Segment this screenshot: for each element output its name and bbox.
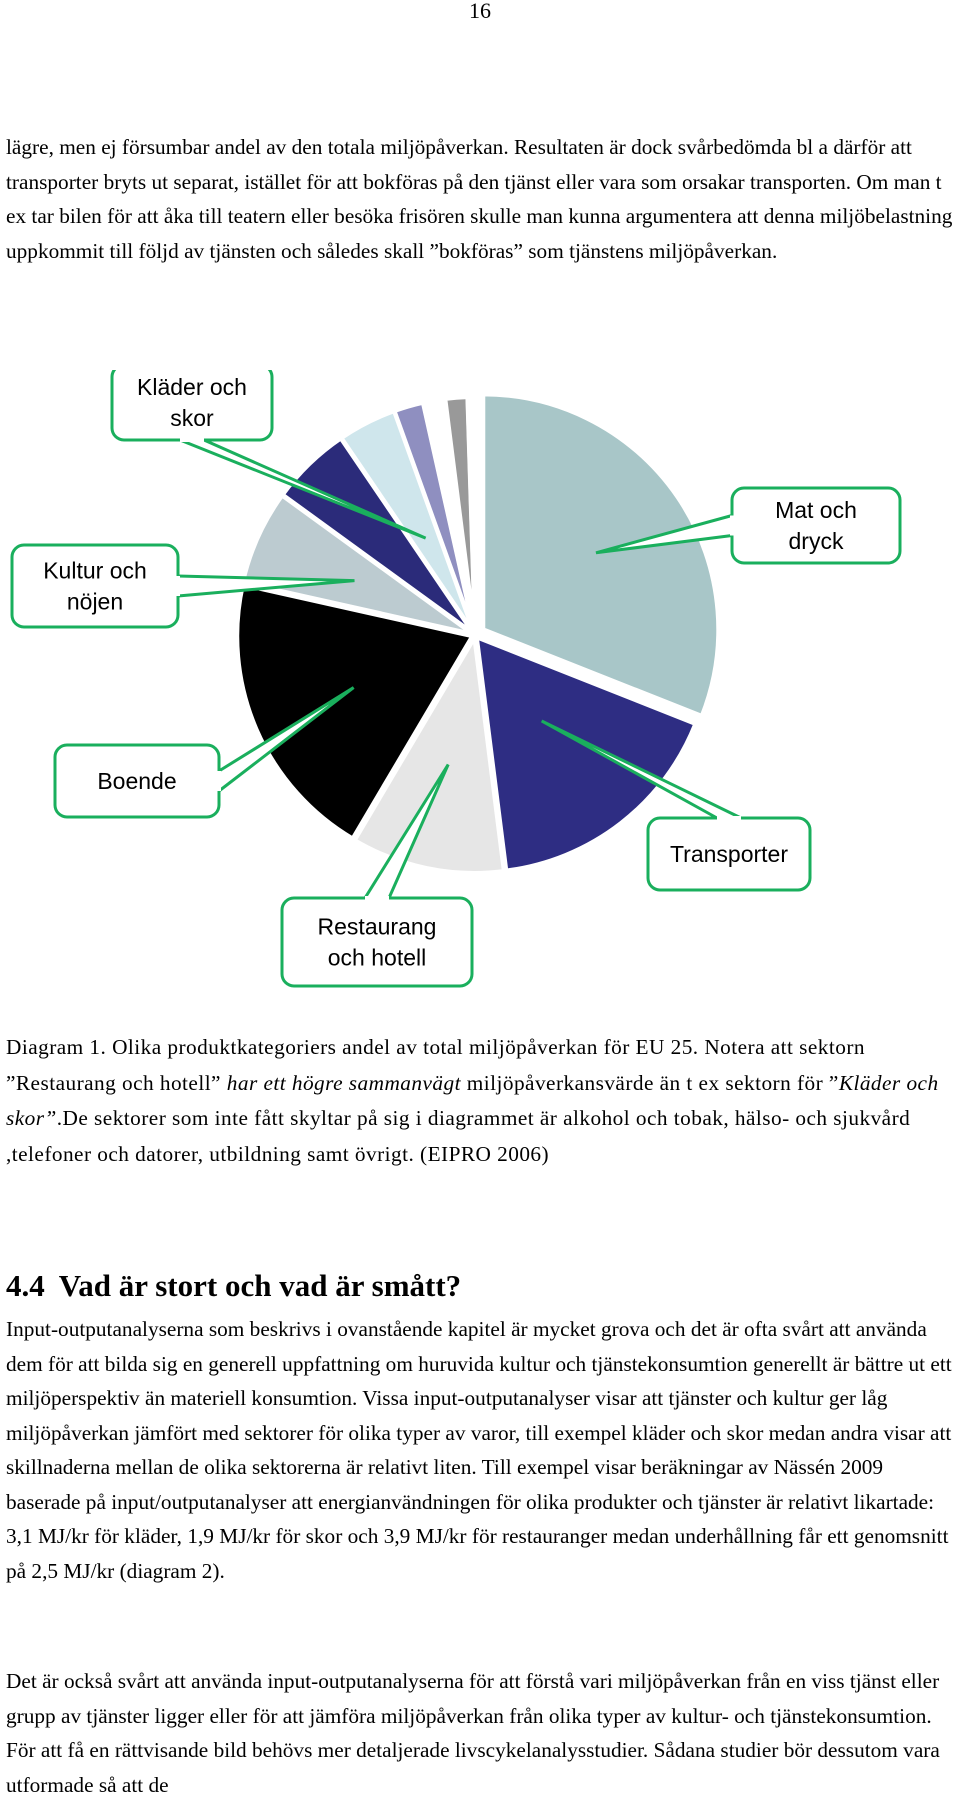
callout-label: och hotell <box>328 945 426 971</box>
caption-text-3: .De sektorer som inte fått skyltar på si… <box>6 1106 911 1166</box>
body-paragraph-3: Det är också svårt att använda input-out… <box>6 1669 940 1797</box>
callout-boende: Boende <box>53 686 355 819</box>
pie-chart: Kläder och skor Mat och dryck Kultur och nöje… <box>0 370 960 1000</box>
caption-italic-1: har ett högre sammanvägt <box>220 1070 461 1095</box>
callout-pointer <box>595 514 733 555</box>
callout-pointer <box>363 763 450 899</box>
callout-label: nöjen <box>67 589 123 615</box>
caption-italic-2: Kläder och skor” <box>6 1070 939 1131</box>
pie-slice-restaurang-och-hotell <box>352 635 506 875</box>
figure-caption: Diagram 1. Olika produktkategoriers ande… <box>6 1030 956 1172</box>
callout-restaurang-och-hotell: Restaurang och hotell <box>280 763 474 988</box>
callout-label: Mat och <box>775 497 857 523</box>
callout-transporter: Transporter <box>540 719 812 892</box>
pie-slice-boende <box>235 582 475 841</box>
callout-pointer <box>218 686 355 793</box>
body-paragraph-1: lägre, men ej försumbar andel av den tot… <box>6 135 953 263</box>
section-number: 4.4 <box>6 1268 45 1303</box>
callout-klader-och-skor: Kläder och skor <box>110 370 427 540</box>
callout-label: Kläder och <box>137 374 247 400</box>
section-title: Vad är stort och vad är smått? <box>58 1268 462 1303</box>
callout-pointer <box>540 719 742 820</box>
callout-label: Kultur och <box>43 558 147 584</box>
pie-slice-mat-och-dryck <box>481 392 721 718</box>
body-paragraph-2: Input-outputanalyserna som beskrivs i ov… <box>6 1317 952 1583</box>
pie-slice-unlabeled-10 <box>465 395 477 634</box>
caption-text-1: Diagram 1. Olika produktkategoriers ande… <box>6 1035 866 1095</box>
callout-label: Transporter <box>670 841 788 867</box>
caption-text-2: miljöpåverkansvärde än t ex sektorn för … <box>460 1070 839 1095</box>
callout-pointer <box>179 438 427 540</box>
callout-label: skor <box>170 405 214 431</box>
callout-label: dryck <box>789 528 844 554</box>
callout-pointer <box>177 574 355 598</box>
page-number: 16 <box>469 0 491 23</box>
pie-chart-svg: Kläder och skor Mat och dryck Kultur och nöje… <box>10 370 902 988</box>
callout-box <box>280 896 474 988</box>
pie-slice-transporter <box>474 635 698 873</box>
section-heading: 4.4 Vad är stort och vad är smått? <box>6 1268 461 1304</box>
callout-label: Restaurang <box>318 914 437 940</box>
callout-label: Boende <box>97 768 176 794</box>
callout-mat-och-dryck: Mat och dryck <box>595 486 902 565</box>
callout-kultur-och-nojen: Kultur och nöjen <box>10 543 355 629</box>
